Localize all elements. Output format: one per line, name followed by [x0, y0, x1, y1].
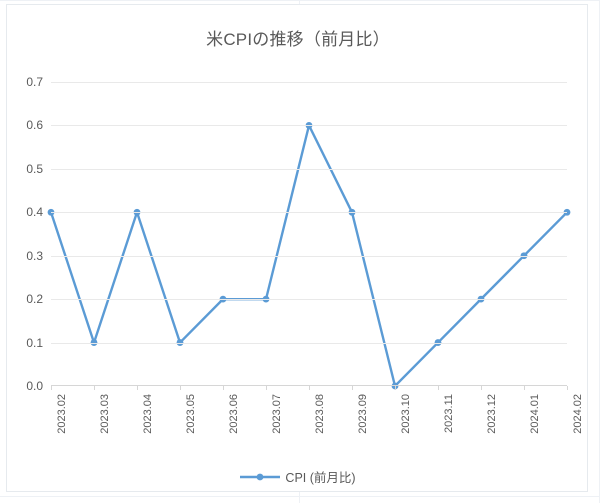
y-axis-tick-label: 0.3 — [26, 248, 43, 263]
x-axis-tick-label: 2024.01 — [529, 394, 541, 434]
y-axis-tick-label: 0.6 — [26, 118, 43, 133]
chart-title: 米CPIの推移（前月比） — [206, 30, 390, 49]
x-axis-tick-label: 2023.05 — [185, 394, 197, 434]
x-axis-tick — [137, 386, 138, 390]
plot-area — [47, 82, 571, 390]
x-axis-line — [51, 385, 567, 386]
gridline — [51, 82, 567, 83]
x-axis-tick — [524, 386, 525, 390]
chart-legend[interactable]: CPI (前月比) — [7, 467, 589, 486]
y-axis-tick-label: 0.1 — [26, 335, 43, 350]
y-axis-tick-label: 0.2 — [26, 292, 43, 307]
sheet-gridline-horizontal — [0, 496, 600, 497]
x-axis-tick — [51, 386, 52, 390]
gridline — [51, 299, 567, 301]
gridline — [51, 212, 567, 214]
x-axis-tick-label: 2023.12 — [486, 394, 498, 434]
y-axis-tick-label: 0.5 — [26, 161, 43, 176]
gridline — [51, 255, 567, 257]
x-axis-tick — [395, 386, 396, 390]
legend-marker-icon — [240, 473, 281, 480]
x-axis-tick-label: 2023.02 — [56, 394, 68, 434]
x-axis-tick — [266, 386, 267, 390]
x-axis-tick — [438, 386, 439, 390]
gridline — [51, 168, 567, 170]
gridline — [51, 342, 567, 344]
x-axis-tick-label: 2023.04 — [142, 394, 154, 434]
y-axis-tick-label: 0.4 — [26, 205, 43, 220]
x-axis-tick — [309, 386, 310, 390]
x-axis-tick — [481, 386, 482, 390]
y-axis-labels: 0.7 0.6 0.5 0.4 0.3 0.2 0.1 0.0 — [7, 75, 51, 393]
x-axis-tick-label: 2023.08 — [314, 394, 326, 434]
x-axis-tick-label: 2023.10 — [400, 394, 412, 434]
x-axis-tick-label: 2023.03 — [99, 394, 111, 434]
x-axis-tick — [94, 386, 95, 390]
x-axis-tick — [180, 386, 181, 390]
x-axis-tick-label: 2024.02 — [572, 394, 584, 434]
x-axis-labels: 2023.02 2023.03 2023.04 2023.05 2023.06 2023.… — [51, 394, 584, 456]
data-point-marker[interactable] — [563, 208, 571, 216]
x-axis-tick — [567, 386, 568, 390]
x-axis-tick-label: 2023.11 — [443, 394, 455, 433]
y-axis-tick-label: 0.0 — [26, 379, 43, 393]
chart-container[interactable]: 米CPIの推移（前月比） 0.7 0.6 0.5 0.4 0.3 0.2 0.1 0.0 20… — [6, 4, 588, 492]
x-axis-tick — [352, 386, 353, 390]
x-axis-tick-label: 2023.06 — [228, 394, 240, 434]
x-axis-tick-label: 2023.07 — [271, 394, 283, 434]
gridline — [51, 125, 567, 127]
y-axis-tick-label: 0.7 — [26, 75, 43, 89]
x-axis-tick — [223, 386, 224, 390]
x-axis-tick-label: 2023.09 — [357, 394, 369, 434]
series-line-chart — [47, 122, 571, 390]
sheet-gridline-horizontal — [0, 0, 600, 1]
legend-label: CPI (前月比) — [285, 471, 356, 485]
